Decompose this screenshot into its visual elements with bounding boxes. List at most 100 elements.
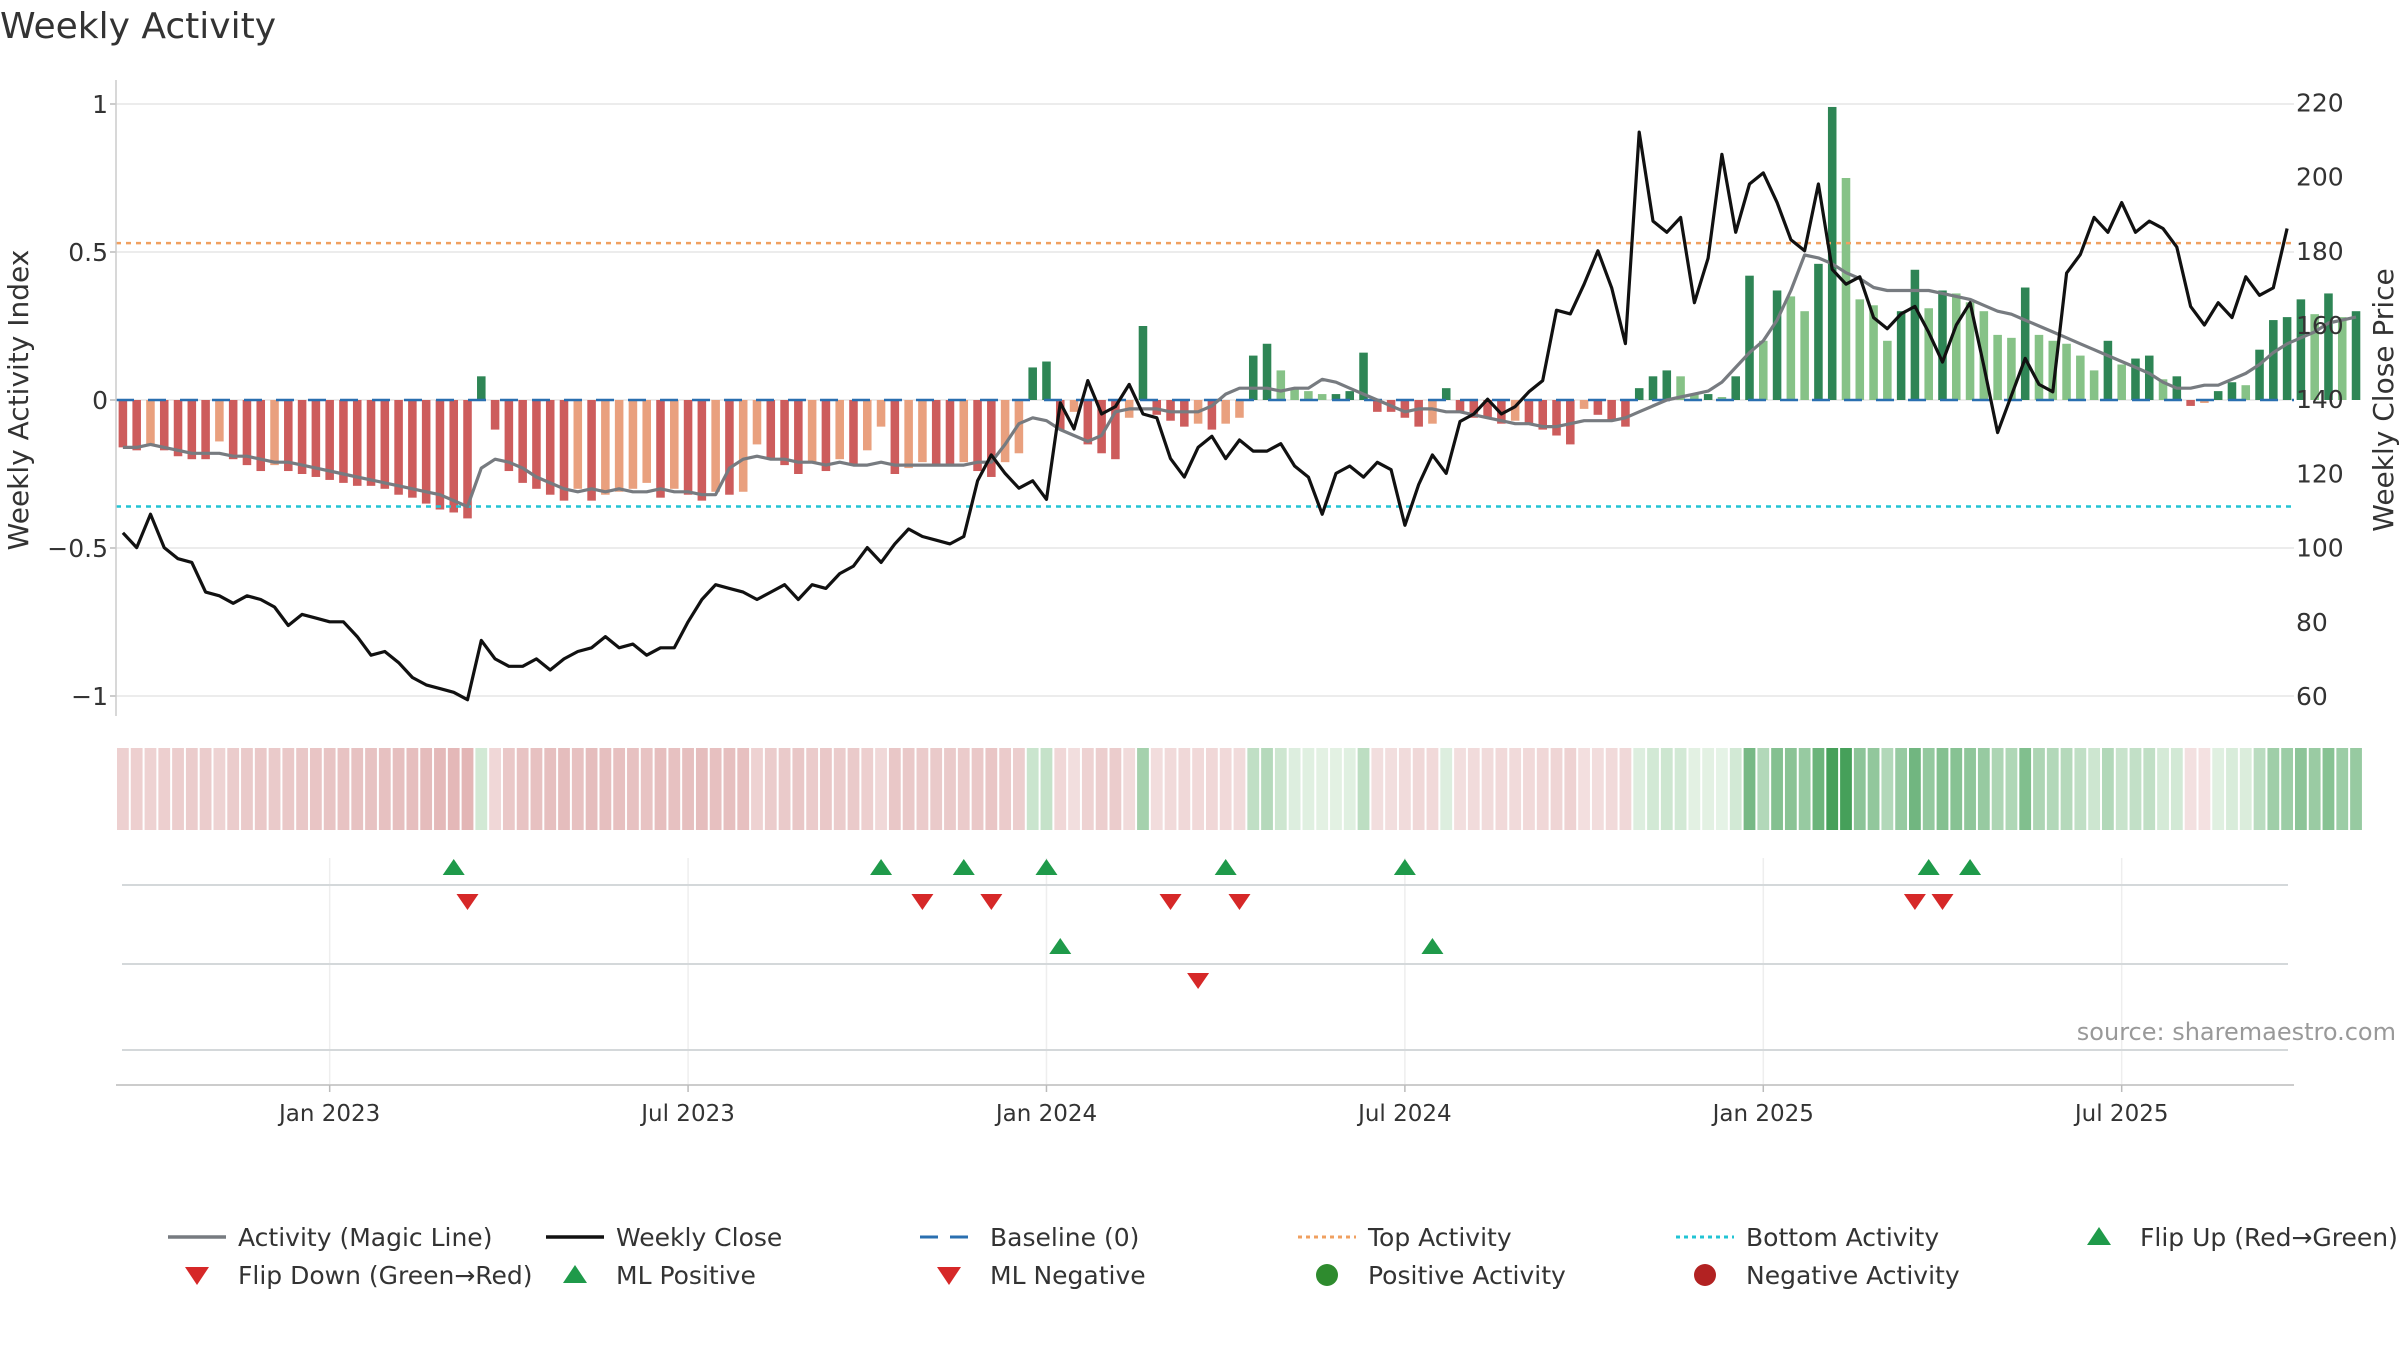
left-tick-label: 0 — [92, 386, 108, 415]
right-tick-label: 60 — [2296, 682, 2328, 711]
heat-cell — [1095, 748, 1108, 830]
heat-cell — [1591, 748, 1604, 830]
activity-bar — [490, 400, 500, 430]
flip-up-marker — [1393, 859, 1416, 875]
activity-bar — [670, 400, 679, 489]
activity-bar — [1290, 388, 1299, 400]
heat-cell — [1660, 748, 1673, 830]
flip-up-marker — [952, 859, 975, 875]
heat-cell — [1674, 748, 1687, 830]
heat-cell — [806, 748, 819, 830]
heat-cell — [1233, 748, 1246, 830]
heat-cell — [1454, 748, 1466, 830]
heat-cell — [1302, 748, 1315, 830]
flip-down-marker — [1228, 894, 1251, 910]
heat-cell — [764, 748, 777, 830]
heat-cell — [2184, 748, 2197, 830]
activity-bar — [256, 400, 266, 472]
legend-item-negative_activity: Negative Activity — [1694, 1261, 1960, 1290]
flip-down-marker — [1931, 894, 1954, 910]
activity-bar — [2282, 317, 2292, 400]
heat-cell — [378, 748, 391, 830]
activity-bar — [1014, 400, 1024, 454]
heat-cell — [2033, 748, 2045, 830]
activity-bar — [325, 400, 334, 480]
right-tick-label: 120 — [2296, 459, 2344, 488]
x-tick-label: Jan 2023 — [277, 1101, 380, 1127]
heat-cell — [1026, 748, 1039, 830]
heat-cell — [1881, 748, 1894, 830]
heat-cell — [902, 748, 915, 830]
heat-cell — [682, 748, 694, 830]
activity-bar — [173, 400, 183, 457]
activity-bar — [2200, 400, 2209, 403]
ml-positive-marker — [1049, 938, 1072, 954]
activity-bar — [1703, 394, 1713, 400]
activity-bar — [545, 400, 555, 495]
activity-bar — [794, 400, 803, 474]
legend-swatch-triangle-up — [2087, 1227, 2111, 1245]
heat-cell — [1784, 748, 1797, 830]
right-tick-label: 80 — [2296, 608, 2328, 637]
heat-cell — [1398, 748, 1411, 830]
activity-bar — [2034, 334, 2044, 400]
activity-bar — [2007, 337, 2016, 400]
heat-cell — [668, 748, 681, 830]
reference-lines — [116, 241, 2294, 508]
activity-bar — [1745, 275, 1754, 400]
heat-cell — [1895, 748, 1908, 830]
activity-bar — [2131, 358, 2140, 400]
activity-bar — [987, 400, 996, 477]
activity-bar — [2020, 287, 2030, 400]
x-tick-label: Jul 2025 — [2073, 1101, 2169, 1127]
activity-bar — [1814, 263, 1823, 400]
activity-bar — [2117, 364, 2126, 400]
activity-bar — [1786, 296, 1796, 400]
legend-swatch-triangle-up — [563, 1265, 587, 1283]
activity-bar — [725, 400, 734, 495]
heat-cell — [296, 748, 308, 830]
activity-bar — [780, 400, 789, 466]
heat-cell — [833, 748, 846, 830]
heat-cell — [1316, 748, 1329, 830]
flip-up-marker — [1035, 859, 1058, 875]
activity-bar — [1042, 361, 1051, 400]
activity-bar — [1910, 269, 1920, 400]
legend-swatch-circle — [1694, 1264, 1716, 1286]
activity-bar — [849, 400, 858, 466]
legend-label: Bottom Activity — [1746, 1223, 1939, 1252]
legend-swatch-circle — [1316, 1264, 1338, 1286]
heat-cell — [792, 748, 805, 830]
heat-cell — [2060, 748, 2073, 830]
heat-cell — [1219, 748, 1232, 830]
legend-label: Activity (Magic Line) — [238, 1223, 492, 1252]
activity-bar — [2241, 385, 2251, 400]
heat-cell — [2336, 748, 2349, 830]
activity-bar — [1607, 400, 1616, 421]
heat-cell — [461, 748, 474, 830]
flip-down-marker — [1159, 894, 1182, 910]
heat-cell — [847, 748, 860, 830]
activity-bar — [504, 400, 514, 472]
heat-cell — [1950, 748, 1963, 830]
heat-cell — [1936, 748, 1949, 830]
heat-cell — [502, 748, 515, 830]
activity-bar — [1759, 340, 1768, 400]
heat-cell — [875, 748, 887, 830]
heat-cell — [1964, 748, 1976, 830]
activity-bar — [2062, 343, 2071, 400]
activity-bar — [614, 400, 624, 492]
activity-bar — [1235, 400, 1244, 418]
heat-cell — [268, 748, 281, 830]
heat-cell — [2129, 748, 2142, 830]
heat-cell — [599, 748, 612, 830]
activity-bar — [1221, 400, 1230, 424]
activity-bar — [1207, 400, 1217, 430]
activity-bar — [1524, 400, 1534, 424]
y-right-label: Weekly Close Price — [2367, 268, 2400, 531]
heat-cell — [709, 748, 722, 830]
activity-bar — [187, 400, 197, 460]
heat-cell — [516, 748, 529, 830]
activity-bar — [2144, 355, 2154, 400]
activity-bar — [311, 400, 321, 477]
